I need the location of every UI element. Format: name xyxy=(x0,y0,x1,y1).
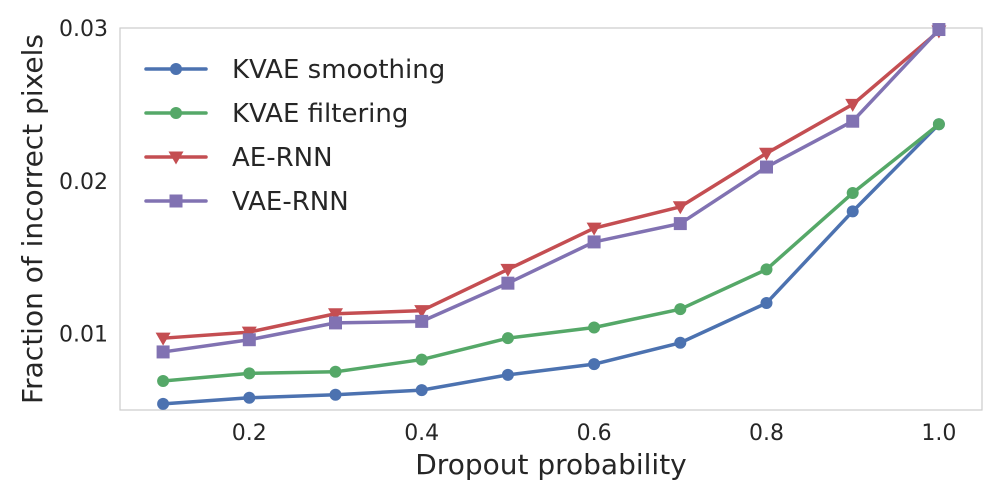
legend-marker xyxy=(170,63,182,75)
series-line-ae-rnn xyxy=(161,29,941,340)
data-point-vae-rnn xyxy=(501,276,515,290)
x-tick-label: 0.2 xyxy=(232,421,267,446)
legend-label: KVAE smoothing xyxy=(232,55,445,85)
data-point-kvae-filtering xyxy=(415,353,428,366)
data-point-kvae-filtering xyxy=(760,263,773,276)
series-kvae-filtering xyxy=(157,118,945,387)
data-point-vae-rnn xyxy=(242,333,256,347)
data-point-kvae-filtering xyxy=(588,321,601,334)
data-point-kvae-filtering xyxy=(243,367,256,380)
data-point-kvae-smoothing xyxy=(501,368,514,381)
data-point-vae-rnn xyxy=(329,316,342,330)
plot-frame xyxy=(119,27,983,411)
legend-label: KVAE filtering xyxy=(232,99,408,129)
x-tick-label: 0.4 xyxy=(404,421,439,446)
data-point-ae-rnn xyxy=(672,201,688,215)
data-point-vae-rnn xyxy=(760,160,773,174)
data-point-vae-rnn xyxy=(846,114,860,128)
y-tick-label: 0.01 xyxy=(59,323,108,348)
x-axis-label: Dropout probability xyxy=(415,448,687,481)
data-point-ae-rnn xyxy=(586,222,602,236)
legend-label: VAE-RNN xyxy=(232,187,349,217)
legend-item-kvae-filtering: KVAE filtering xyxy=(144,99,408,129)
data-point-kvae-smoothing xyxy=(846,205,859,218)
data-point-kvae-smoothing xyxy=(415,384,428,397)
legend-label: AE-RNN xyxy=(232,143,333,173)
y-tick-label: 0.03 xyxy=(59,17,108,42)
data-point-ae-rnn xyxy=(241,326,257,340)
series-line-vae-rnn xyxy=(161,27,941,354)
data-point-kvae-smoothing xyxy=(674,336,687,349)
y-tick-label: 0.02 xyxy=(59,170,108,195)
data-point-kvae-smoothing xyxy=(243,391,256,404)
series-vae-rnn xyxy=(156,23,946,359)
legend-item-vae-rnn: VAE-RNN xyxy=(144,187,349,217)
y-axis-label: Fraction of incorrect pixels xyxy=(16,34,49,404)
data-point-vae-rnn xyxy=(156,345,170,359)
data-point-kvae-filtering xyxy=(329,365,342,378)
data-point-ae-rnn xyxy=(500,263,516,277)
data-point-vae-rnn xyxy=(673,217,687,231)
legend-item-ae-rnn: AE-RNN xyxy=(144,143,333,173)
data-point-kvae-smoothing xyxy=(329,388,342,401)
series-layer xyxy=(155,23,947,410)
data-point-kvae-filtering xyxy=(674,303,687,316)
tick-layer: 0.2 0.4 0.6 0.8 1.0 0.01 0.02 0.03 xyxy=(59,17,956,446)
x-tick-label: 1.0 xyxy=(921,421,956,446)
series-line-kvae-filtering xyxy=(161,122,941,383)
legend-marker xyxy=(170,107,182,119)
data-point-kvae-filtering xyxy=(501,332,514,345)
x-tick-label: 0.8 xyxy=(749,421,784,446)
data-point-ae-rnn xyxy=(155,332,171,346)
data-point-vae-rnn xyxy=(415,314,429,328)
legend: KVAE smoothing KVAE filtering AE-RNN VAE-RN… xyxy=(144,55,445,217)
legend-marker xyxy=(169,194,183,208)
data-point-ae-rnn xyxy=(328,308,343,322)
data-point-kvae-filtering xyxy=(932,118,945,131)
legend-item-kvae-smoothing: KVAE smoothing xyxy=(144,55,445,85)
data-point-kvae-smoothing xyxy=(588,358,601,371)
data-point-kvae-smoothing xyxy=(157,397,170,410)
data-point-kvae-filtering xyxy=(846,187,859,200)
legend-marker xyxy=(168,151,184,165)
x-tick-label: 0.6 xyxy=(577,421,612,446)
data-point-kvae-smoothing xyxy=(760,297,773,310)
data-point-vae-rnn xyxy=(932,23,946,37)
data-point-vae-rnn xyxy=(587,235,601,249)
data-point-kvae-filtering xyxy=(157,374,170,387)
series-line-kvae-smoothing xyxy=(161,122,941,406)
data-point-ae-rnn xyxy=(759,147,774,161)
data-point-ae-rnn xyxy=(414,305,430,319)
data-point-ae-rnn xyxy=(845,98,861,112)
